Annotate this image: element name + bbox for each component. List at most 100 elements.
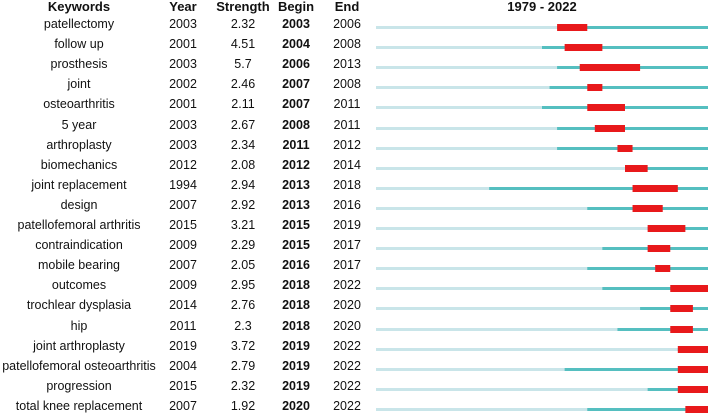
burst-bar: [632, 204, 663, 212]
strength-cell: 2.32: [230, 378, 256, 393]
begin-cell: 2018: [282, 298, 310, 313]
burst-timeline: [376, 405, 708, 413]
strength-cell: 4.51: [230, 37, 256, 52]
year-cell: 2002: [169, 77, 197, 92]
year-cell: 2015: [169, 378, 197, 393]
table-row: hip 2011 2.3 2018 2020: [0, 316, 708, 336]
begin-cell: 2008: [282, 117, 310, 132]
year-cell: 2012: [169, 157, 197, 172]
timeline-background-line: [376, 247, 708, 251]
begin-cell: 2011: [282, 137, 310, 152]
burst-timeline: [376, 345, 708, 353]
keyword-cell: patellofemoral arthritis: [17, 218, 141, 232]
end-cell: 2008: [333, 37, 361, 52]
active-period-line: [549, 86, 708, 90]
year-cell: 2003: [169, 137, 197, 152]
keyword-cell: 5 year: [61, 117, 97, 132]
burst-bar: [670, 305, 693, 313]
begin-cell: 2019: [282, 338, 310, 353]
end-cell: 2011: [333, 97, 361, 112]
end-cell: 2022: [333, 278, 361, 293]
strength-cell: 2.11: [231, 97, 255, 112]
burst-bar: [625, 164, 648, 172]
active-period-line: [489, 186, 708, 190]
year-cell: 2009: [169, 238, 197, 253]
burst-bar: [670, 325, 693, 333]
end-cell: 2011: [333, 117, 361, 132]
end-cell: 2022: [333, 338, 361, 353]
strength-cell: 2.29: [230, 238, 256, 253]
begin-cell: 2013: [282, 177, 310, 192]
end-cell: 2022: [333, 398, 361, 413]
strength-cell: 2.94: [230, 177, 256, 192]
year-cell: 2007: [169, 398, 197, 413]
keyword-cell: design: [60, 197, 98, 212]
begin-cell: 2015: [282, 238, 310, 253]
keyword-cell: hip: [70, 318, 88, 333]
header-strength: Strength: [216, 0, 270, 14]
burst-bar: [685, 405, 708, 413]
end-cell: 2020: [333, 298, 361, 313]
burst-bar: [647, 225, 686, 232]
keyword-cell: contraindication: [35, 238, 123, 253]
burst-timeline: [376, 365, 708, 373]
timeline-background-line: [376, 227, 708, 230]
keyword-cell: joint arthroplasty: [33, 338, 125, 353]
begin-cell: 2018: [282, 278, 310, 293]
begin-cell: 2020: [282, 398, 310, 413]
strength-cell: 2.08: [230, 157, 256, 172]
keyword-cell: patellectomy: [43, 17, 115, 31]
begin-cell: 2018: [282, 318, 310, 333]
timeline-background-line: [376, 367, 708, 371]
burst-bar: [587, 104, 625, 112]
keyword-cell: joint: [67, 77, 91, 92]
begin-cell: 2019: [282, 358, 310, 373]
end-cell: 2022: [333, 378, 361, 393]
table-row: osteoarthritis 2001 2.11 2007 2011: [0, 94, 708, 114]
strength-cell: 2.46: [230, 77, 256, 92]
strength-cell: 2.76: [230, 298, 256, 313]
end-cell: 2017: [333, 258, 361, 273]
burst-timeline: [376, 225, 708, 232]
active-period-line: [587, 407, 708, 411]
strength-cell: 2.67: [230, 117, 256, 132]
burst-bar: [632, 184, 678, 192]
keyword-cell: total knee replacement: [15, 398, 143, 413]
begin-cell: 2004: [282, 37, 310, 52]
table-row: arthroplasty 2003 2.34 2011 2012: [0, 135, 708, 155]
burst-timeline: [376, 24, 708, 31]
end-cell: 2019: [333, 218, 361, 232]
active-period-line: [557, 146, 708, 150]
year-cell: 2014: [169, 298, 197, 313]
begin-cell: 2015: [282, 218, 310, 232]
header-end: End: [334, 0, 360, 14]
year-cell: 2019: [169, 338, 197, 353]
burst-bar: [579, 64, 641, 72]
timeline-background-line: [376, 387, 708, 391]
keyword-cell: patellofemoral osteoarthritis: [2, 358, 156, 373]
table-row: trochlear dysplasia 2014 2.76 2018 2020: [0, 295, 708, 315]
year-cell: 1994: [169, 177, 197, 192]
end-cell: 2020: [333, 318, 361, 333]
timeline-background-line: [376, 66, 708, 70]
table-row: contraindication 2009 2.29 2015 2017: [0, 235, 708, 255]
keyword-cell: trochlear dysplasia: [26, 298, 132, 313]
burst-bar: [647, 245, 671, 253]
table-row: patellectomy 2003 2.32 2003 2006: [0, 14, 708, 34]
year-cell: 2009: [169, 278, 197, 293]
keyword-cell: joint replacement: [31, 177, 127, 192]
strength-cell: 1.92: [230, 398, 256, 413]
begin-cell: 2007: [282, 77, 310, 92]
strength-cell: 2.79: [230, 358, 256, 373]
active-period-line: [602, 287, 708, 291]
strength-cell: 2.92: [230, 197, 256, 212]
year-cell: 2003: [169, 17, 197, 31]
header-timeline-range: 1979 - 2022: [507, 0, 577, 14]
year-cell: 2001: [169, 97, 197, 112]
burst-timeline: [376, 144, 708, 152]
table-row: patellofemoral arthritis 2015 3.21 2015 2019: [0, 215, 708, 235]
burst-bar: [564, 44, 603, 52]
table-row: joint 2002 2.46 2007 2008: [0, 74, 708, 94]
timeline-background-line: [376, 347, 708, 351]
